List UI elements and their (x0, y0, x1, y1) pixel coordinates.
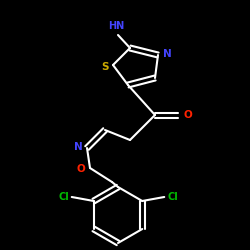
Text: Cl: Cl (167, 192, 178, 202)
Text: N: N (74, 142, 83, 152)
Text: Cl: Cl (58, 192, 69, 202)
Text: N: N (163, 49, 172, 59)
Text: O: O (183, 110, 192, 120)
Text: S: S (102, 62, 109, 72)
Text: O: O (76, 164, 85, 174)
Text: HN: HN (108, 21, 124, 31)
